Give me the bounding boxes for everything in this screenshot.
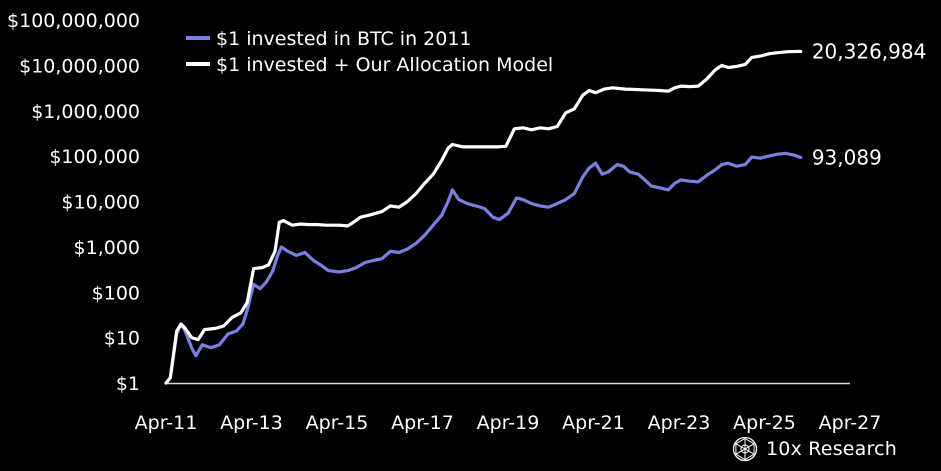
x-tick-label: Apr-23 bbox=[648, 412, 711, 434]
legend-label: $1 invested in BTC in 2011 bbox=[216, 28, 472, 50]
legend-label: $1 invested + Our Allocation Model bbox=[216, 54, 553, 76]
brand-logo: 10x Research bbox=[732, 436, 897, 462]
x-tick-label: Apr-17 bbox=[391, 412, 454, 434]
brand-name: 10x Research bbox=[766, 438, 898, 460]
allocation-model-series-line bbox=[164, 49, 803, 385]
y-tick-label: $10,000,000 bbox=[19, 55, 140, 77]
btc-end-value-label: 93,089 bbox=[812, 146, 882, 170]
series-lines bbox=[164, 49, 803, 385]
y-axis-labels: $1 $10 $100 $1,000 $10,000 $100,000 $1,000,000… bbox=[7, 10, 140, 395]
end-labels: 93,089 20,326,984 bbox=[812, 39, 927, 169]
x-tick-label: Apr-15 bbox=[306, 412, 369, 434]
y-tick-label: $100,000 bbox=[49, 146, 140, 168]
y-tick-label: $100,000,000 bbox=[7, 10, 140, 32]
x-axis-labels: Apr-11 Apr-13 Apr-15 Apr-17 Apr-19 Apr-21 Apr-… bbox=[135, 412, 882, 434]
y-tick-label: $1 bbox=[116, 373, 140, 395]
y-tick-label: $1,000,000 bbox=[31, 101, 140, 123]
btc-series-line bbox=[164, 151, 803, 385]
x-tick-label: Apr-13 bbox=[220, 412, 283, 434]
y-tick-label: $10 bbox=[104, 328, 140, 350]
allocation-model-end-value-label: 20,326,984 bbox=[812, 39, 927, 63]
y-tick-label: $10,000 bbox=[61, 192, 140, 214]
x-tick-label: Apr-21 bbox=[562, 412, 625, 434]
x-tick-label: Apr-25 bbox=[733, 412, 796, 434]
y-tick-label: $1,000 bbox=[74, 237, 140, 259]
y-tick-label: $100 bbox=[92, 282, 140, 304]
x-tick-label: Apr-19 bbox=[477, 412, 540, 434]
x-tick-label: Apr-27 bbox=[819, 412, 882, 434]
x-tick-label: Apr-11 bbox=[135, 412, 198, 434]
brand-icon bbox=[732, 436, 758, 462]
legend: $1 invested in BTC in 2011 $1 invested + … bbox=[186, 28, 553, 76]
